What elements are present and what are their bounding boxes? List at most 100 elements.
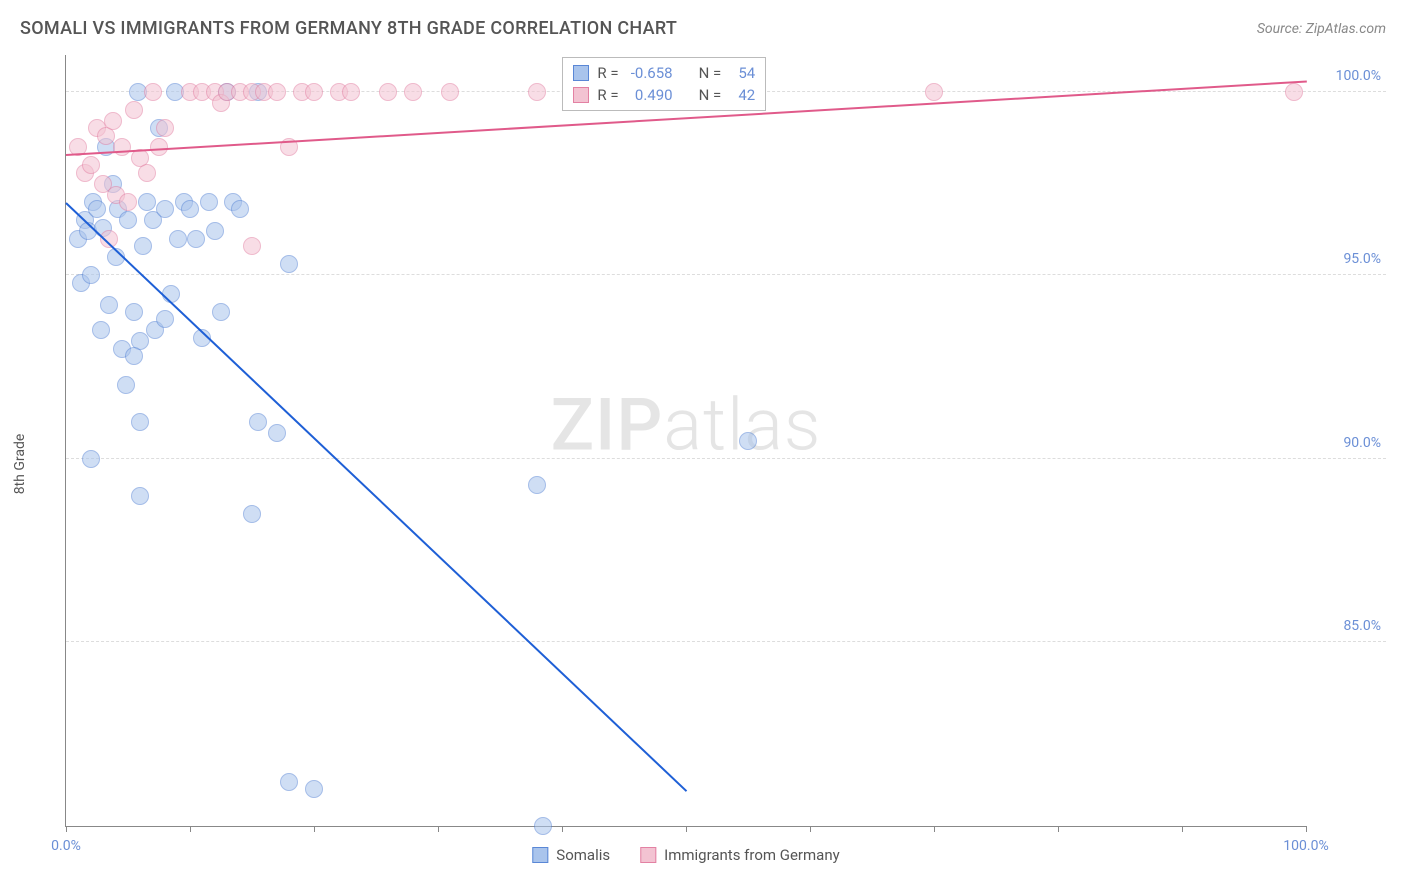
- scatter-point: [404, 83, 422, 101]
- scatter-point: [342, 83, 360, 101]
- scatter-point: [528, 83, 546, 101]
- gridline: [66, 274, 1386, 275]
- scatter-point: [138, 193, 156, 211]
- scatter-point: [249, 413, 267, 431]
- scatter-point: [534, 817, 552, 835]
- correlation-stats-box: R = -0.658 N = 54 R = 0.490 N = 42: [562, 57, 766, 111]
- stats-r-value: 0.490: [627, 86, 673, 104]
- x-tick: [66, 826, 67, 832]
- x-tick: [810, 826, 811, 832]
- gridline: [66, 641, 1386, 642]
- x-tick: [1306, 826, 1307, 832]
- scatter-point: [119, 211, 137, 229]
- scatter-point: [156, 200, 174, 218]
- scatter-point: [117, 376, 135, 394]
- watermark: ZIPatlas: [551, 383, 822, 468]
- scatter-point: [131, 413, 149, 431]
- chart-title: SOMALI VS IMMIGRANTS FROM GERMANY 8TH GR…: [20, 18, 677, 39]
- chart-header: SOMALI VS IMMIGRANTS FROM GERMANY 8TH GR…: [20, 18, 1386, 39]
- swatch-icon: [573, 65, 589, 81]
- scatter-point: [144, 83, 162, 101]
- x-tick: [1058, 826, 1059, 832]
- scatter-point: [206, 222, 224, 240]
- scatter-point: [119, 193, 137, 211]
- stats-n-label: N =: [699, 86, 722, 104]
- scatter-point: [156, 310, 174, 328]
- x-tick-label: 0.0%: [51, 838, 81, 854]
- scatter-point: [528, 476, 546, 494]
- scatter-point: [113, 138, 131, 156]
- scatter-point: [181, 200, 199, 218]
- scatter-point: [82, 266, 100, 284]
- stats-r-label: R =: [597, 86, 618, 104]
- scatter-point: [92, 321, 110, 339]
- stats-row: R = 0.490 N = 42: [573, 84, 755, 106]
- scatter-point: [305, 780, 323, 798]
- trend-line: [65, 202, 687, 792]
- x-tick: [438, 826, 439, 832]
- scatter-point: [441, 83, 459, 101]
- scatter-point: [1285, 83, 1303, 101]
- scatter-point: [169, 230, 187, 248]
- scatter-point: [125, 347, 143, 365]
- swatch-icon: [640, 847, 656, 863]
- scatter-point: [104, 112, 122, 130]
- stats-r-value: -0.658: [627, 64, 673, 82]
- scatter-point: [134, 237, 152, 255]
- legend-item-somalis: Somalis: [532, 846, 610, 864]
- scatter-point: [280, 255, 298, 273]
- bottom-legend: Somalis Immigrants from Germany: [532, 846, 839, 864]
- scatter-point: [88, 200, 106, 218]
- scatter-point: [156, 119, 174, 137]
- x-tick: [314, 826, 315, 832]
- x-tick: [562, 826, 563, 832]
- swatch-icon: [532, 847, 548, 863]
- scatter-point: [925, 83, 943, 101]
- legend-label: Immigrants from Germany: [664, 846, 840, 864]
- stats-n-value: 42: [729, 86, 755, 104]
- scatter-point: [200, 193, 218, 211]
- x-tick: [190, 826, 191, 832]
- stats-n-label: N =: [699, 64, 722, 82]
- chart-area: 8th Grade ZIPatlas R =-0.658N =54R =0.49…: [20, 55, 1386, 872]
- scatter-point: [379, 83, 397, 101]
- watermark-bold: ZIP: [551, 383, 664, 468]
- watermark-rest: atlas: [663, 383, 821, 468]
- scatter-point: [125, 303, 143, 321]
- scatter-point: [280, 773, 298, 791]
- scatter-point: [82, 450, 100, 468]
- scatter-point: [150, 138, 168, 156]
- stats-row: R = -0.658 N = 54: [573, 62, 755, 84]
- swatch-icon: [573, 87, 589, 103]
- scatter-point: [131, 487, 149, 505]
- x-tick: [1182, 826, 1183, 832]
- y-tick-label: 95.0%: [1343, 251, 1381, 267]
- x-tick: [686, 826, 687, 832]
- scatter-point: [125, 101, 143, 119]
- scatter-point: [305, 83, 323, 101]
- y-tick-label: 100.0%: [1336, 68, 1381, 84]
- scatter-point: [243, 505, 261, 523]
- scatter-point: [82, 156, 100, 174]
- scatter-point: [243, 237, 261, 255]
- scatter-point: [268, 83, 286, 101]
- y-tick-label: 85.0%: [1343, 618, 1381, 634]
- stats-n-value: 54: [729, 64, 755, 82]
- x-tick-label: 100.0%: [1283, 838, 1328, 854]
- scatter-point: [739, 432, 757, 450]
- legend-label: Somalis: [556, 846, 610, 864]
- scatter-point: [212, 303, 230, 321]
- y-tick-label: 90.0%: [1343, 435, 1381, 451]
- stats-r-label: R =: [597, 64, 618, 82]
- source-attribution: Source: ZipAtlas.com: [1257, 21, 1386, 37]
- scatter-point: [162, 285, 180, 303]
- scatter-point: [138, 164, 156, 182]
- legend-item-germany: Immigrants from Germany: [640, 846, 840, 864]
- scatter-point: [231, 200, 249, 218]
- gridline: [66, 458, 1386, 459]
- scatter-point: [268, 424, 286, 442]
- scatter-point: [187, 230, 205, 248]
- plot-container: ZIPatlas R =-0.658N =54R =0.490N =42 Som…: [65, 55, 1306, 827]
- y-axis-label: 8th Grade: [12, 433, 28, 494]
- scatter-point: [100, 296, 118, 314]
